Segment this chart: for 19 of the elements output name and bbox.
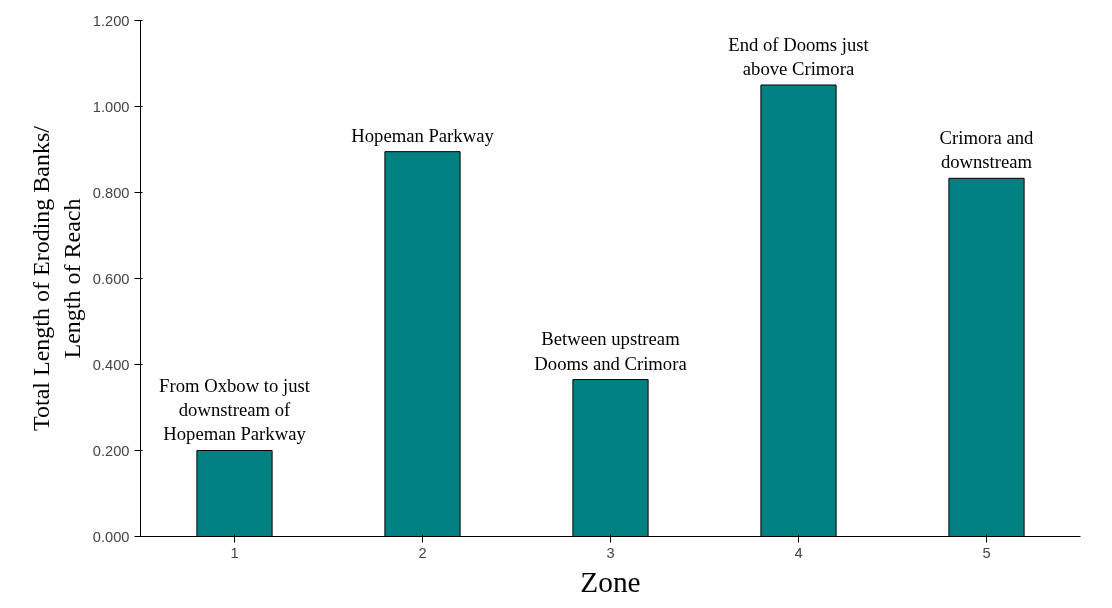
y-tick-label: 0.800 (92, 184, 130, 201)
x-axis-title: Zone (580, 565, 641, 598)
x-tick-label: 5 (982, 544, 991, 561)
y-tick-label: 0.000 (92, 528, 130, 545)
x-tick-label: 4 (794, 544, 803, 561)
y-axis-title: Total Length of Eroding Banks/ Length of Reach (27, 125, 85, 431)
annotation: From Oxbow to just downstream of Hopeman Parkway (159, 375, 311, 445)
annotation: Crimora and downstream (939, 127, 1035, 173)
x-tick-label: 3 (606, 544, 615, 561)
y-tick-label: 1.200 (92, 12, 130, 29)
y-tick-label: 0.600 (92, 270, 130, 287)
x-tick-label: 1 (230, 544, 239, 561)
y-tick-label: 1.000 (92, 98, 130, 115)
x-tick-label: 2 (418, 544, 427, 561)
y-tick-label: 0.400 (92, 356, 130, 373)
annotation: End of Dooms just above Crimora (728, 33, 870, 79)
annotation: Between upstream Dooms and Crimora (534, 328, 688, 374)
y-tick-label: 0.200 (92, 442, 130, 459)
annotation: Hopeman Parkway (351, 124, 495, 146)
